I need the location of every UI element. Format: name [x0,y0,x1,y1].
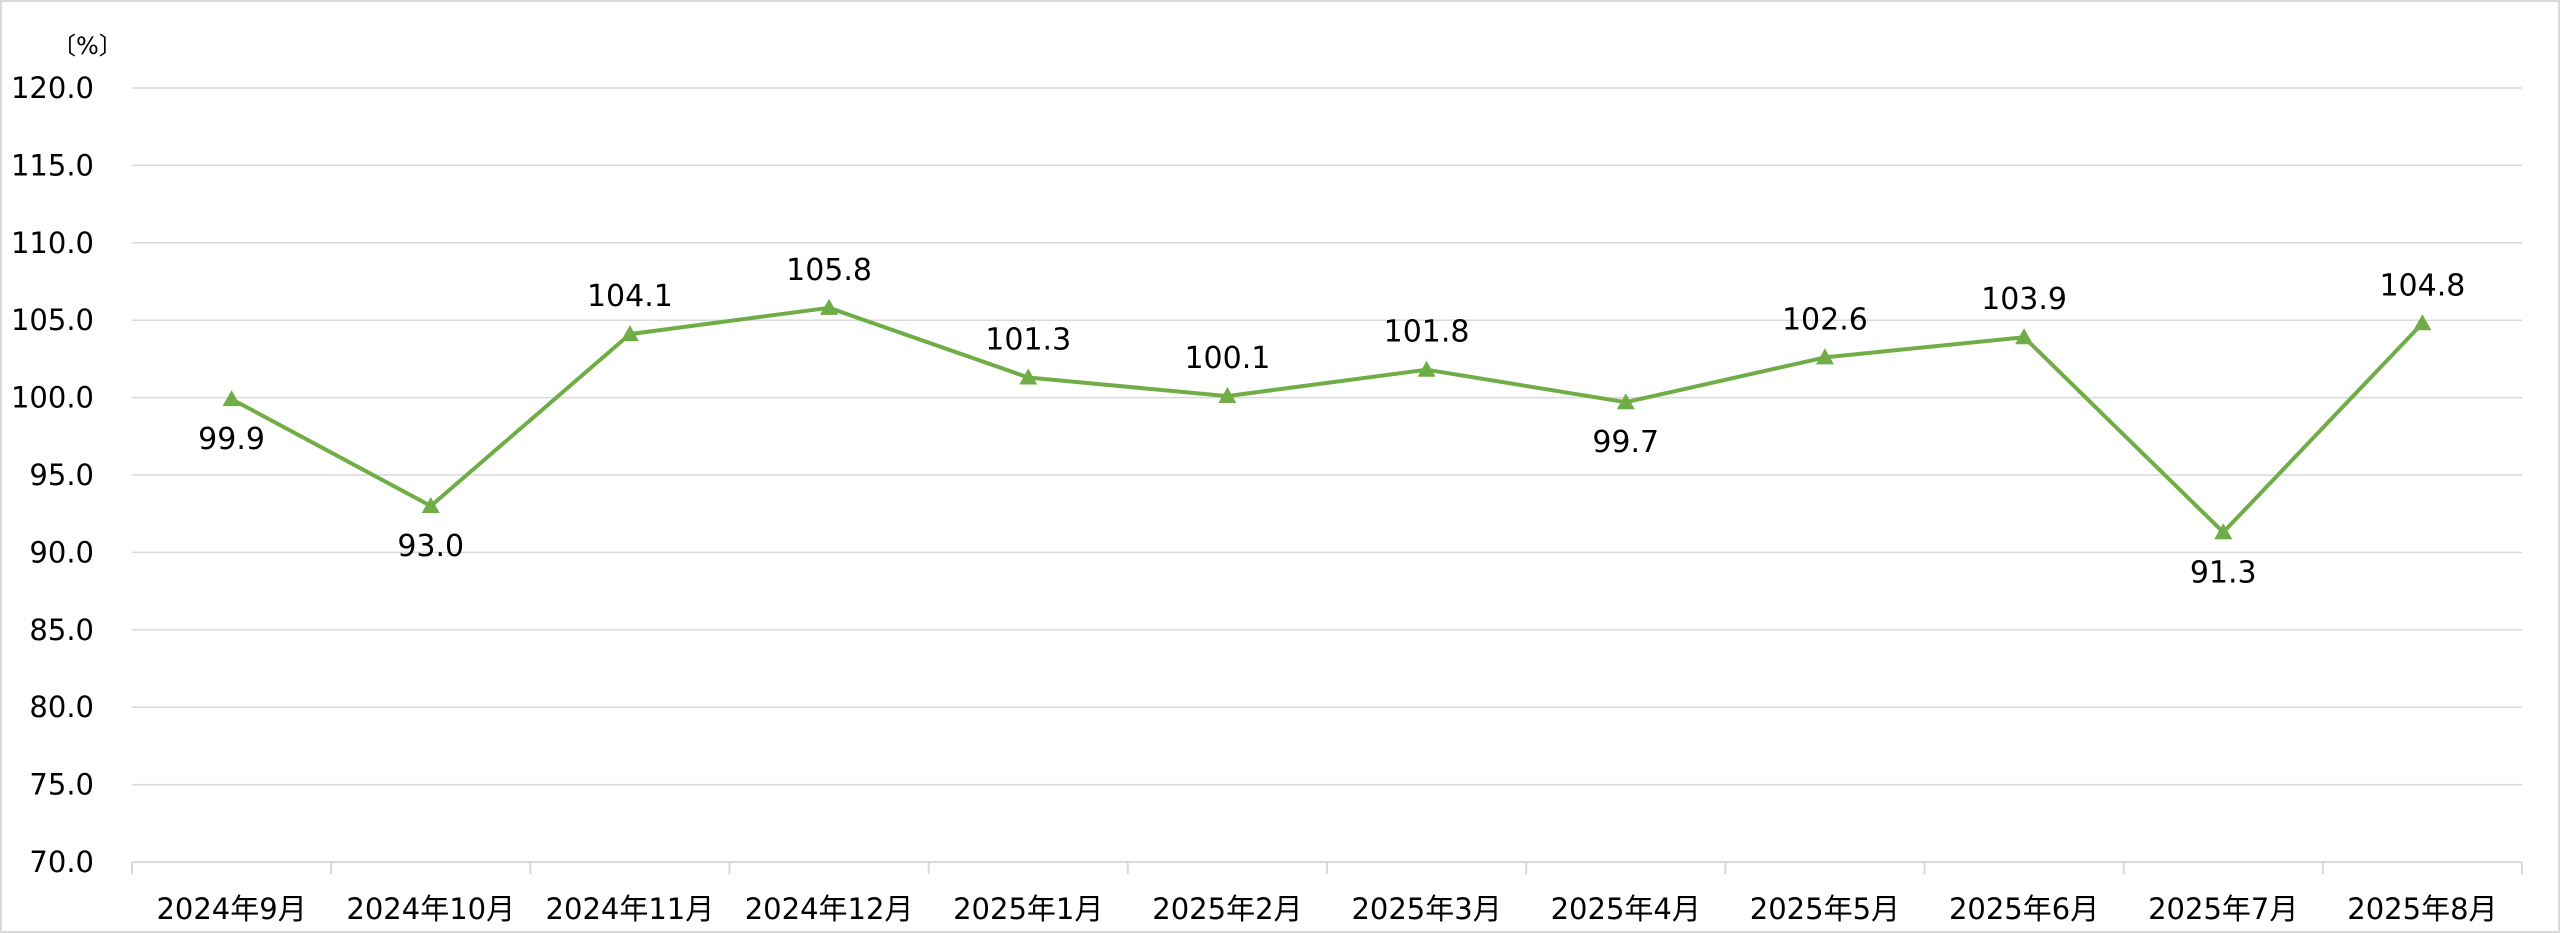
x-tick-label: 2025年5月 [1750,892,1900,926]
x-tick-label: 2025年6月 [1949,892,2099,926]
y-tick-label: 80.0 [29,690,94,724]
triangle-marker [1019,368,1038,385]
gridlines [132,87,2522,786]
triangle-marker [2015,328,2034,345]
triangle-marker [421,496,440,513]
series-line-group [230,305,2424,535]
y-tick-label: 115.0 [11,148,94,182]
data-label: 105.8 [786,253,872,288]
data-label: 102.6 [1782,302,1868,337]
y-tick-label: 70.0 [29,845,94,879]
y-tick-label: 90.0 [29,535,94,569]
y-tick-label: 110.0 [11,226,94,260]
x-tick-label: 2024年11月 [546,892,715,926]
x-tick-label: 2025年3月 [1351,892,1501,926]
data-label: 99.7 [1592,425,1659,460]
data-label: 101.3 [985,322,1071,357]
data-label: 91.3 [2190,555,2257,590]
y-tick-label: 100.0 [11,381,94,415]
y-unit-label: 〔%〕 [52,32,123,60]
triangle-marker [2413,314,2432,331]
data-label: 93.0 [397,529,464,564]
y-tick-label: 75.0 [29,768,94,802]
triangle-marker [1218,387,1237,404]
triangle-marker [1815,348,1834,365]
x-tick-label: 2024年9月 [156,892,306,926]
data-label: 99.9 [198,422,265,457]
series-markers [222,298,2432,540]
data-label: 103.9 [1981,282,2067,317]
series-line [230,305,2424,535]
x-tick-label: 2025年8月 [2347,892,2497,926]
x-tick-label: 2025年1月 [953,892,1103,926]
triangle-marker [222,390,241,407]
y-tick-label: 120.0 [11,71,94,105]
triangle-marker [820,298,839,315]
x-tick-label: 2025年4月 [1551,892,1701,926]
x-tick-label: 2025年7月 [2148,892,2298,926]
triangle-marker [1417,360,1436,377]
y-axis-tick-labels: 70.0 75.0 80.0 85.0 90.0 95.0 100.0 105.0 110.0 1… [11,71,94,879]
y-tick-label: 95.0 [29,458,94,492]
data-label: 104.1 [587,279,673,314]
x-tick-label: 2024年10月 [346,892,515,926]
triangle-marker [1616,393,1635,410]
triangle-marker [620,325,639,342]
y-tick-label: 85.0 [29,613,94,647]
x-tick-label: 2024年12月 [745,892,914,926]
data-label: 100.1 [1184,341,1270,376]
triangle-marker [2214,523,2233,540]
data-labels: 99.9 93.0 104.1 105.8 101.3 100.1 101.8 99.7 102… [198,253,2465,590]
data-label: 101.8 [1384,315,1470,350]
data-label: 104.8 [2379,268,2465,303]
y-tick-label: 105.0 [11,303,94,337]
x-axis: 2024年9月 2024年10月 2024年11月 2024年12月 2025年1月 20… [131,861,2523,926]
x-tick-label: 2025年2月 [1152,892,1302,926]
